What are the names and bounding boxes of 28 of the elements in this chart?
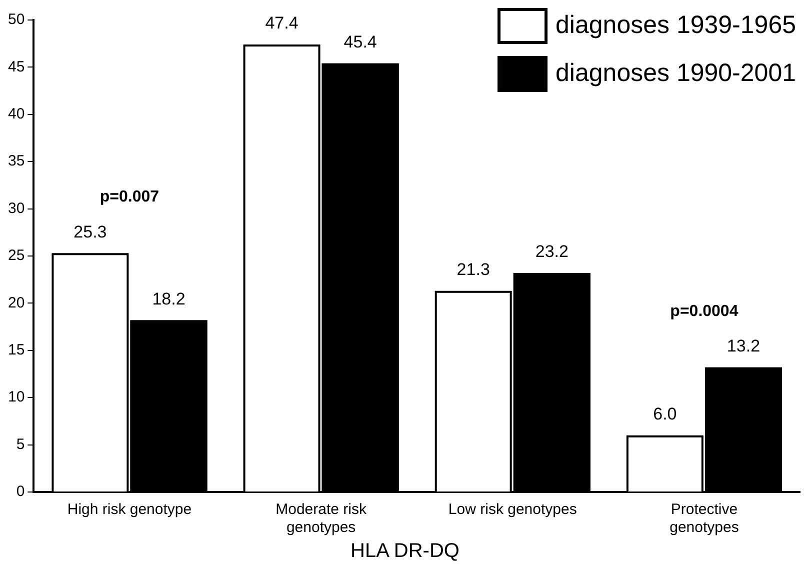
x-tick-label: Moderate risk genotypes [276,501,367,536]
data-label: 21.3 [456,260,490,280]
y-tick-label: 45 [8,58,25,76]
data-label: 18.2 [152,289,186,308]
data-label: 25.3 [74,222,107,242]
x-axis-title: HLA DR-DQ [350,540,460,563]
y-tick-label: 25 [8,247,25,264]
annotation: p=0.007 [100,188,160,206]
legend-label: diagnoses 1990-2001 [556,58,796,87]
y-tick-label: 5 [16,436,25,453]
y-tick-label: 15 [8,342,25,359]
y-tick-label: 10 [8,388,25,406]
x-tick-label: High risk genotype [67,501,192,518]
data-label: 47.4 [265,14,298,33]
legend-label: diagnoses 1939-1965 [556,10,796,39]
annotation: p=0.0004 [670,302,738,320]
y-tick-label: 0 [16,483,25,500]
y-tick-label: 50 [8,11,25,28]
x-tick-label: Protective genotypes [670,501,739,536]
y-tick-label: 40 [8,106,25,123]
y-tick-label: 20 [8,294,25,312]
y-tick-label: 30 [8,200,25,217]
x-tick-label: Low risk genotypes [448,501,577,518]
data-label: 23.2 [535,242,568,262]
data-label: 45.4 [344,32,377,52]
data-label: 6.0 [653,404,677,424]
y-tick-label: 35 [8,152,25,170]
data-label: 13.2 [726,336,760,356]
